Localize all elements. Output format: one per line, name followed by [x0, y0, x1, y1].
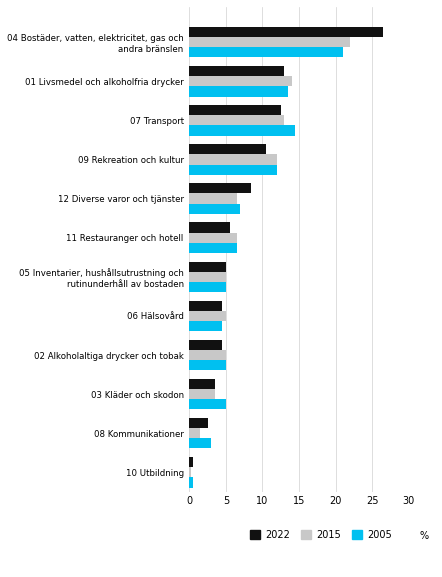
Bar — [189, 76, 292, 87]
Bar — [189, 389, 215, 399]
Bar — [189, 144, 266, 155]
Bar — [189, 66, 284, 76]
Bar — [189, 350, 226, 360]
Bar — [189, 311, 226, 321]
Bar — [189, 164, 277, 175]
Bar — [189, 243, 237, 253]
Bar — [189, 301, 222, 311]
Bar — [189, 360, 226, 370]
Bar — [189, 439, 211, 448]
Bar — [189, 27, 383, 37]
Bar — [189, 223, 229, 233]
Bar — [189, 37, 350, 47]
Bar — [189, 47, 343, 57]
Bar — [189, 87, 288, 96]
Legend: 2022, 2015, 2005: 2022, 2015, 2005 — [246, 526, 396, 544]
Bar — [189, 282, 226, 292]
Bar — [189, 183, 251, 193]
Bar — [189, 115, 284, 125]
Bar — [189, 272, 226, 282]
Bar — [189, 125, 295, 136]
Text: %: % — [420, 531, 429, 541]
Bar — [189, 418, 208, 428]
Bar — [189, 155, 277, 164]
Bar — [189, 261, 226, 272]
Bar — [189, 379, 215, 389]
Bar — [189, 321, 222, 331]
Bar — [189, 193, 237, 204]
Bar — [189, 233, 237, 243]
Bar — [189, 340, 222, 350]
Bar — [189, 105, 281, 115]
Bar — [189, 467, 191, 477]
Bar — [189, 204, 240, 214]
Bar — [189, 457, 193, 467]
Bar — [189, 428, 200, 439]
Bar — [189, 399, 226, 410]
Bar — [189, 477, 193, 488]
